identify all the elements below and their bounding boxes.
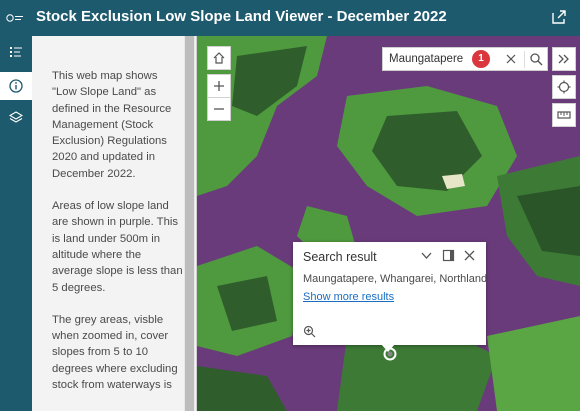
legend-list-icon [10,47,22,57]
chevron-down-icon[interactable] [420,249,433,262]
show-more-results-link[interactable]: Show more results [303,291,395,303]
about-text: This web map shows "Low Slope Land" as d… [52,68,184,409]
rail-item-layers[interactable] [0,104,32,132]
zoom-in-button[interactable] [207,74,231,98]
info-icon [9,79,23,93]
about-panel: This web map shows "Low Slope Land" as d… [32,36,197,411]
ministry-logo-icon [6,14,23,22]
zoom-out-button[interactable] [207,97,231,121]
double-chevron-right-icon [558,54,569,64]
panel-scrollbar[interactable] [184,36,195,411]
zoom-to-icon[interactable] [303,325,316,338]
about-paragraph: Areas of low slope land are shown in pur… [52,200,183,294]
close-icon[interactable] [463,249,476,262]
search-widget[interactable]: Maungatapere 1 [382,47,548,71]
close-icon[interactable] [504,52,518,66]
popup-title: Search result [303,250,377,264]
measure-button[interactable] [552,103,576,127]
locate-button[interactable] [552,75,576,99]
home-button[interactable] [207,46,231,70]
app-title: Stock Exclusion Low Slope Land Viewer - … [36,8,447,25]
search-result-popup: Search result Maungatapere, Whangarei, N… [293,242,488,352]
about-paragraph: The grey areas, visble when zoomed in, c… [52,313,178,392]
search-input[interactable]: Maungatapere [389,53,464,65]
share-icon[interactable] [550,8,568,26]
location-marker-icon [383,347,397,361]
about-paragraph: This web map shows "Low Slope Land" as d… [52,70,172,180]
rail-item-legend[interactable] [0,38,32,66]
search-divider [524,51,525,68]
home-icon [213,52,225,64]
plus-icon [214,81,224,91]
panel-scrollbar-thumb[interactable] [185,36,194,411]
dock-icon[interactable] [442,249,455,262]
map-view[interactable]: Maungatapere 1 Search result [197,36,580,411]
minus-icon [214,108,224,110]
search-icon[interactable] [529,52,543,66]
icon-rail [0,36,32,411]
app-header: Stock Exclusion Low Slope Land Viewer - … [0,0,580,36]
ruler-icon [557,111,571,119]
layers-icon [9,111,23,123]
popup-address: Maungatapere, Whangarei, Northland [303,273,488,285]
expand-button[interactable] [552,47,576,71]
rail-item-about[interactable] [0,72,32,100]
step-badge: 1 [472,50,490,68]
locate-icon [557,80,571,94]
